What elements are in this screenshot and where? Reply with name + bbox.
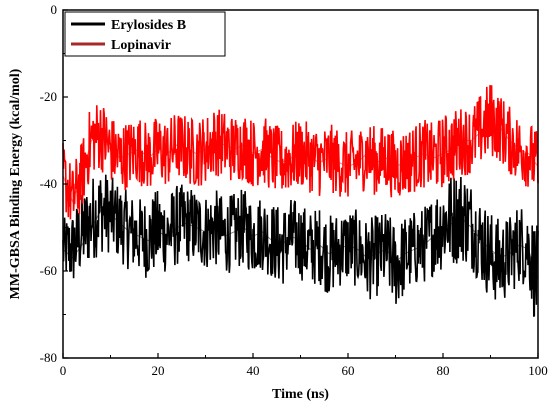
legend-label-erylosides-b: Erylosides B: [111, 18, 186, 33]
series-line-lopinavir: [62, 122, 539, 203]
legend-label-lopinavir: Lopinavir: [111, 38, 171, 53]
series-trace-lopinavir: [62, 85, 539, 220]
x-tick-label: 60: [342, 363, 355, 378]
x-axis: 0 20 40 60 80 100: [60, 353, 548, 378]
legend: Erylosides B Lopinavir: [64, 11, 226, 57]
x-tick-label: 20: [152, 363, 165, 378]
series-line-erylosides-b: [62, 209, 539, 280]
legend-box: [64, 11, 226, 57]
y-tick-label: -80: [40, 350, 57, 365]
y-axis: 0 -20 -40 -60 -80: [40, 2, 68, 365]
x-tick-label: 80: [437, 363, 450, 378]
x-axis-title: Time (ns): [272, 387, 329, 402]
y-tick-label: -20: [40, 89, 57, 104]
x-tick-label: 100: [528, 363, 548, 378]
plot-frame: [62, 9, 539, 359]
series-lines: [62, 122, 539, 280]
x-tick-label: 0: [60, 363, 67, 378]
series-bands: [62, 85, 539, 317]
y-tick-label: -60: [40, 263, 57, 278]
y-tick-label: -40: [40, 176, 57, 191]
x-tick-label: 40: [247, 363, 260, 378]
series-trace-erylosides-b: [62, 174, 539, 317]
y-tick-label: 0: [51, 2, 58, 17]
y-axis-title: MM-GBSA Binding Energy (kcal/mol): [8, 68, 23, 299]
